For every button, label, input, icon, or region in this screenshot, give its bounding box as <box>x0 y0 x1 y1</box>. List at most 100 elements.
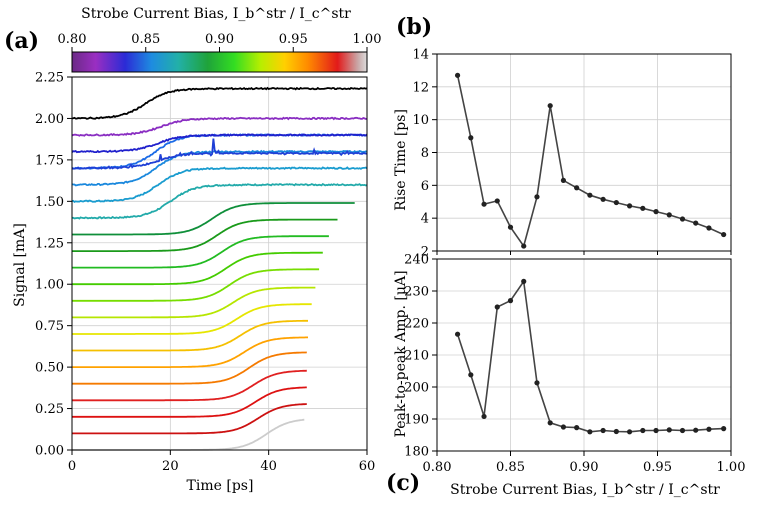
y-tick-label: 0.75 <box>35 319 64 334</box>
data-point <box>679 427 686 434</box>
y-tick-label: 14 <box>412 48 429 63</box>
colorbar-tick-label: 0.85 <box>131 32 160 47</box>
data-point <box>454 331 461 337</box>
data-point <box>521 243 527 249</box>
y-tick-label: 8 <box>421 146 429 161</box>
data-point <box>679 216 686 222</box>
data-point <box>587 429 593 435</box>
signal-trace <box>71 86 368 120</box>
x-tick-label: 0.90 <box>570 460 599 475</box>
x-tick-label: 20 <box>162 459 179 474</box>
data-point <box>693 427 699 433</box>
series-line <box>456 279 724 433</box>
x-tick-label: 0.85 <box>496 460 525 475</box>
data-point <box>481 201 487 207</box>
panel-a-signals: 0 20 40 60 0.00 0.25 0.50 0.75 1.00 1.25 1.50 1.75 2… <box>35 71 375 475</box>
signal-trace <box>72 235 329 269</box>
panel-label-c: (c) <box>386 470 420 496</box>
signal-trace <box>71 166 368 203</box>
data-point <box>481 413 487 420</box>
y-tick-label: 4 <box>421 212 429 227</box>
data-point <box>468 372 474 378</box>
y-tick-label: 1.00 <box>35 278 64 293</box>
data-point <box>721 426 727 432</box>
data-point <box>560 424 567 430</box>
y-tick-label: 240 <box>404 253 429 268</box>
y-tick-label: 180 <box>404 445 429 460</box>
data-point <box>613 428 619 435</box>
y-tick-label: 2 <box>421 245 429 260</box>
signal-trace <box>72 386 307 418</box>
data-point <box>547 420 553 426</box>
y-tick-label: 1.25 <box>35 236 64 251</box>
signal-trace <box>72 286 316 319</box>
signal-trace <box>72 303 312 335</box>
y-tick-label: 200 <box>404 381 429 396</box>
data-point <box>534 194 540 200</box>
panel-c-peak-amplitude: 0.80 0.85 0.90 0.95 1.00 180 190 200 210 220 230 24… <box>404 253 745 476</box>
colorbar-tick-label: 0.95 <box>279 32 308 47</box>
signal-trace <box>72 319 308 352</box>
signal-trace <box>72 218 338 253</box>
x-tick-label: 1.00 <box>717 460 746 475</box>
signal-trace <box>71 138 368 170</box>
data-point <box>507 224 514 230</box>
data-point <box>587 192 593 198</box>
y-tick-label: 2.25 <box>35 71 64 86</box>
data-point <box>574 425 580 431</box>
signal-trace <box>72 251 323 286</box>
data-point <box>600 427 606 434</box>
signal-trace <box>71 133 368 154</box>
data-point <box>507 298 514 304</box>
data-point <box>521 278 527 284</box>
x-tick-label: 0.95 <box>643 460 672 475</box>
signal-trace <box>71 116 368 137</box>
y-tick-label: 0.00 <box>35 444 64 459</box>
data-point <box>547 103 553 109</box>
data-point <box>600 196 606 202</box>
colorbar-tick-label: 0.90 <box>205 32 234 47</box>
data-point <box>706 225 712 231</box>
signal-trace <box>72 202 355 236</box>
colorbar-tick-label: 1.00 <box>353 32 382 47</box>
data-point <box>560 177 567 184</box>
panel-b-ylabel: Rise Time [ps] <box>393 109 409 211</box>
data-point <box>626 203 633 209</box>
signal-trace <box>72 336 308 369</box>
y-tick-label: 190 <box>404 413 429 428</box>
data-point <box>534 380 540 386</box>
data-point <box>494 198 500 204</box>
signal-trace <box>72 369 307 402</box>
panel-label-a: (a) <box>4 28 39 54</box>
colorbar-ticks: 0.80 0.85 0.90 0.95 1.00 <box>58 32 382 52</box>
panel-a-ylabel: Signal [mA] <box>12 223 28 307</box>
signal-trace <box>72 403 307 435</box>
y-tick-label: 0.50 <box>35 361 64 376</box>
y-tick-label: 230 <box>404 285 429 300</box>
data-point <box>706 426 712 432</box>
y-tick-label: 1.50 <box>35 195 64 210</box>
signal-trace <box>72 351 307 385</box>
data-point <box>653 427 659 434</box>
data-point <box>574 185 580 191</box>
data-point <box>653 209 659 215</box>
signal-trace <box>72 418 305 451</box>
panel-label-b: (b) <box>396 14 432 40</box>
colorbar <box>71 51 368 73</box>
data-point <box>640 427 646 434</box>
data-point <box>666 212 672 218</box>
data-point <box>640 205 646 211</box>
y-tick-label: 210 <box>404 349 429 364</box>
x-tick-label: 0 <box>68 459 76 474</box>
x-tick-label: 40 <box>260 459 277 474</box>
colorbar-tick-label: 0.80 <box>58 32 87 47</box>
panel-a-xlabel: Time [ps] <box>187 478 254 494</box>
colorbar-title: Strobe Current Bias, I_b^str / I_c^str <box>81 6 351 22</box>
y-tick-label: 1.75 <box>35 153 64 168</box>
data-point <box>666 427 672 433</box>
data-point <box>468 135 474 141</box>
panel-a-frame <box>71 76 368 451</box>
y-tick-label: 0.25 <box>35 402 64 417</box>
x-tick-label: 60 <box>359 459 376 474</box>
